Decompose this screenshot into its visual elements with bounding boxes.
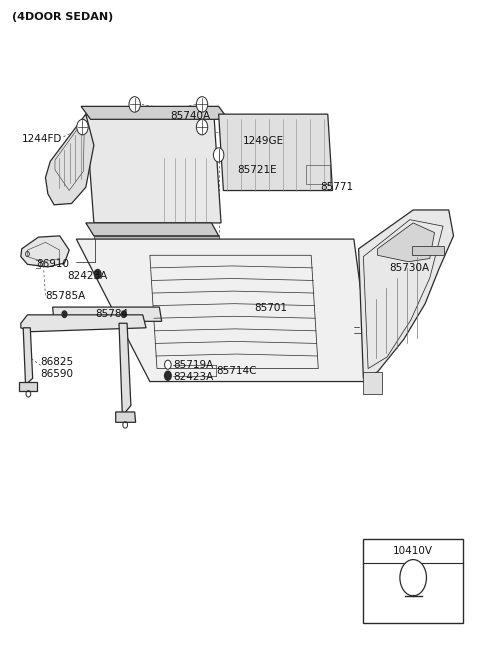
Polygon shape <box>116 412 136 422</box>
Text: 85785A: 85785A <box>46 291 86 301</box>
Circle shape <box>214 148 224 162</box>
Polygon shape <box>21 236 69 267</box>
Circle shape <box>400 560 426 596</box>
Circle shape <box>121 311 126 317</box>
Polygon shape <box>86 223 219 236</box>
Text: 85730A: 85730A <box>389 263 430 273</box>
Text: 1249GE: 1249GE <box>242 136 284 146</box>
Polygon shape <box>412 246 444 255</box>
Circle shape <box>129 97 140 112</box>
Text: 85714C: 85714C <box>216 366 257 376</box>
Text: 86910: 86910 <box>36 259 69 269</box>
Text: 85771: 85771 <box>321 182 354 192</box>
Circle shape <box>95 270 101 279</box>
Text: 86825: 86825 <box>41 357 74 367</box>
Polygon shape <box>76 239 373 381</box>
Polygon shape <box>119 323 131 416</box>
Text: 1244FD: 1244FD <box>22 134 62 144</box>
Polygon shape <box>363 372 383 394</box>
Polygon shape <box>53 307 162 321</box>
Polygon shape <box>378 223 434 262</box>
Text: 85784: 85784 <box>96 310 129 319</box>
Polygon shape <box>81 106 228 119</box>
Polygon shape <box>86 114 221 223</box>
Polygon shape <box>23 328 33 385</box>
Text: 85701: 85701 <box>254 304 287 313</box>
Polygon shape <box>219 114 333 191</box>
Polygon shape <box>94 236 219 246</box>
Text: 86590: 86590 <box>41 369 74 379</box>
Text: 10410V: 10410V <box>393 545 433 556</box>
Bar <box>363 539 463 623</box>
Polygon shape <box>21 315 146 332</box>
Text: 82423A: 82423A <box>174 372 214 382</box>
Circle shape <box>165 371 171 380</box>
Circle shape <box>62 311 67 317</box>
Text: 85740A: 85740A <box>170 111 210 121</box>
Polygon shape <box>46 114 94 205</box>
Polygon shape <box>19 381 37 391</box>
Text: 85721E: 85721E <box>238 165 277 175</box>
Circle shape <box>165 360 171 369</box>
Text: 85719A: 85719A <box>174 360 214 370</box>
Circle shape <box>196 119 208 135</box>
Text: 82423A: 82423A <box>67 271 107 281</box>
Polygon shape <box>359 210 454 378</box>
Text: (4DOOR SEDAN): (4DOOR SEDAN) <box>12 12 113 22</box>
Circle shape <box>196 97 208 112</box>
Circle shape <box>77 119 88 135</box>
